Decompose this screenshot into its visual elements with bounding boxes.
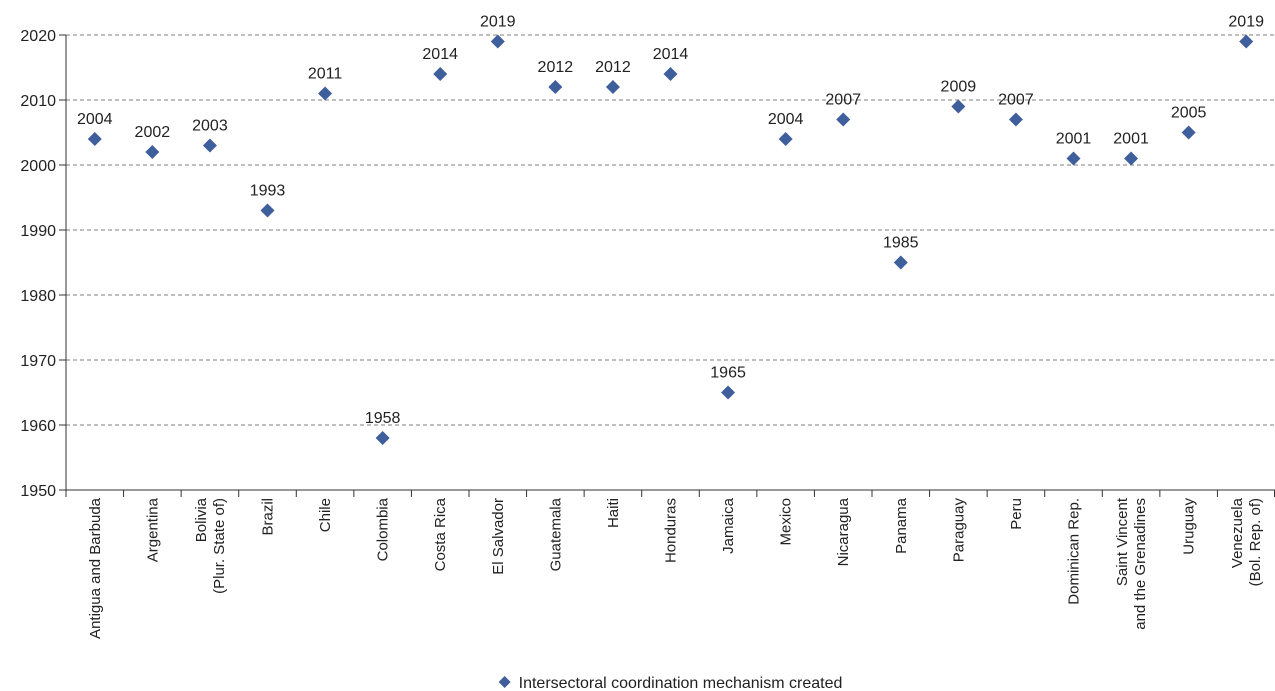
data-label-11: 1965: [710, 365, 746, 382]
x-tick-label-15-0: Paraguay: [950, 498, 967, 563]
data-point-16: [1008, 112, 1023, 127]
y-tick-label-1980: 1980: [20, 288, 56, 305]
x-tick-label-2-0: Bolivia: [193, 497, 210, 542]
y-tick-label-1960: 1960: [20, 418, 56, 435]
data-label-5: 1958: [365, 410, 401, 427]
data-point-4: [318, 86, 333, 101]
y-tick-label-2010: 2010: [20, 93, 56, 110]
data-label-20: 2019: [1228, 14, 1264, 31]
data-point-0: [87, 132, 102, 146]
data-point-7: [490, 34, 505, 49]
gridlines: [66, 34, 1275, 426]
data-label-8: 2012: [538, 59, 574, 76]
data-label-17: 2001: [1056, 131, 1092, 148]
data-label-4: 2011: [308, 66, 343, 83]
data-label-2: 2003: [192, 118, 228, 135]
x-tick-label-8-0: Guatemala: [547, 497, 564, 571]
data-point-1: [145, 145, 160, 159]
data-label-15: 2009: [941, 79, 977, 96]
data-point-15: [951, 99, 966, 114]
data-point-5: [375, 431, 390, 445]
x-tick-label-1-0: Argentina: [144, 497, 161, 562]
x-tick-label-18-1: and the Grenadines: [1132, 498, 1149, 630]
data-label-16: 2007: [998, 92, 1034, 109]
x-tick-label-10-0: Honduras: [663, 498, 680, 563]
data-label-13: 2007: [825, 92, 861, 109]
data-point-9: [605, 80, 620, 94]
data-point-3: [260, 203, 275, 218]
x-tick-label-2-1: (Plur. State of): [211, 498, 228, 594]
x-tick-label-4-0: Chile: [317, 498, 334, 532]
x-tick-label-3-0: Brazil: [260, 498, 277, 536]
x-tick-label-20-0: Venezuela: [1229, 497, 1246, 568]
x-tick-label-9-0: Haiti: [605, 498, 622, 528]
data-label-14: 1985: [883, 235, 919, 252]
x-tick-label-19-0: Uruguay: [1181, 498, 1198, 555]
x-tick-label-18-0: Saint Vincent: [1114, 497, 1131, 586]
data-point-14: [893, 255, 908, 270]
data-points: [87, 34, 1254, 445]
x-tick-label-17-0: Dominican Rep.: [1066, 498, 1083, 605]
data-point-10: [663, 67, 678, 81]
x-tick-label-13-0: Nicaragua: [835, 497, 852, 566]
data-point-6: [433, 67, 448, 81]
x-tick-label-14-0: Panama: [893, 497, 910, 554]
y-tick-label-1970: 1970: [20, 353, 56, 370]
data-label-6: 2014: [422, 46, 458, 63]
x-tick-label-5-0: Colombia: [375, 497, 392, 561]
y-tick-label-2020: 2020: [20, 28, 56, 45]
y-tick-label-1950: 1950: [20, 483, 56, 500]
x-tick-label-16-0: Peru: [1008, 498, 1025, 530]
legend-marker: [498, 676, 511, 688]
data-labels: 2004 2002 2003 1993 2011 1958 2014 2019 2012 2012…: [77, 14, 1264, 428]
data-label-0: 2004: [77, 111, 113, 128]
data-point-17: [1066, 151, 1081, 166]
data-point-2: [202, 138, 217, 153]
data-label-7: 2019: [480, 14, 516, 31]
y-tick-label-2000: 2000: [20, 158, 56, 175]
data-label-12: 2004: [768, 111, 804, 128]
y-tick-labels: 1950 1960 1970 1980 1990 2000 2010 2020: [20, 28, 56, 500]
x-tick-label-12-0: Mexico: [778, 498, 795, 546]
x-tick-label-0-0: Antigua and Barbuda: [87, 497, 104, 639]
data-point-11: [721, 385, 736, 400]
legend-label: Intersectoral coordination mechanism cre…: [519, 675, 843, 691]
data-label-18: 2001: [1113, 131, 1149, 148]
x-tick-label-11-0: Jamaica: [720, 497, 737, 554]
data-point-20: [1239, 34, 1254, 49]
data-point-8: [548, 80, 563, 94]
data-point-13: [836, 112, 851, 127]
data-label-3: 1993: [250, 183, 286, 200]
x-tick-labels: Antigua and Barbuda Argentina Bolivia (Plur…: [87, 497, 1264, 639]
data-label-1: 2002: [135, 124, 171, 141]
x-tick-label-7-0: El Salvador: [490, 498, 507, 575]
data-label-19: 2005: [1171, 105, 1207, 122]
data-label-10: 2014: [653, 46, 689, 63]
data-label-9: 2012: [595, 59, 631, 76]
data-point-12: [778, 132, 793, 146]
x-tick-label-6-0: Costa Rica: [432, 497, 449, 571]
data-point-18: [1124, 151, 1139, 166]
axes: [59, 34, 1275, 497]
legend: Intersectoral coordination mechanism cre…: [498, 675, 843, 691]
data-point-19: [1181, 125, 1196, 140]
x-tick-label-20-1: (Bol. Rep. of): [1247, 498, 1264, 586]
y-tick-label-1990: 1990: [20, 223, 56, 240]
